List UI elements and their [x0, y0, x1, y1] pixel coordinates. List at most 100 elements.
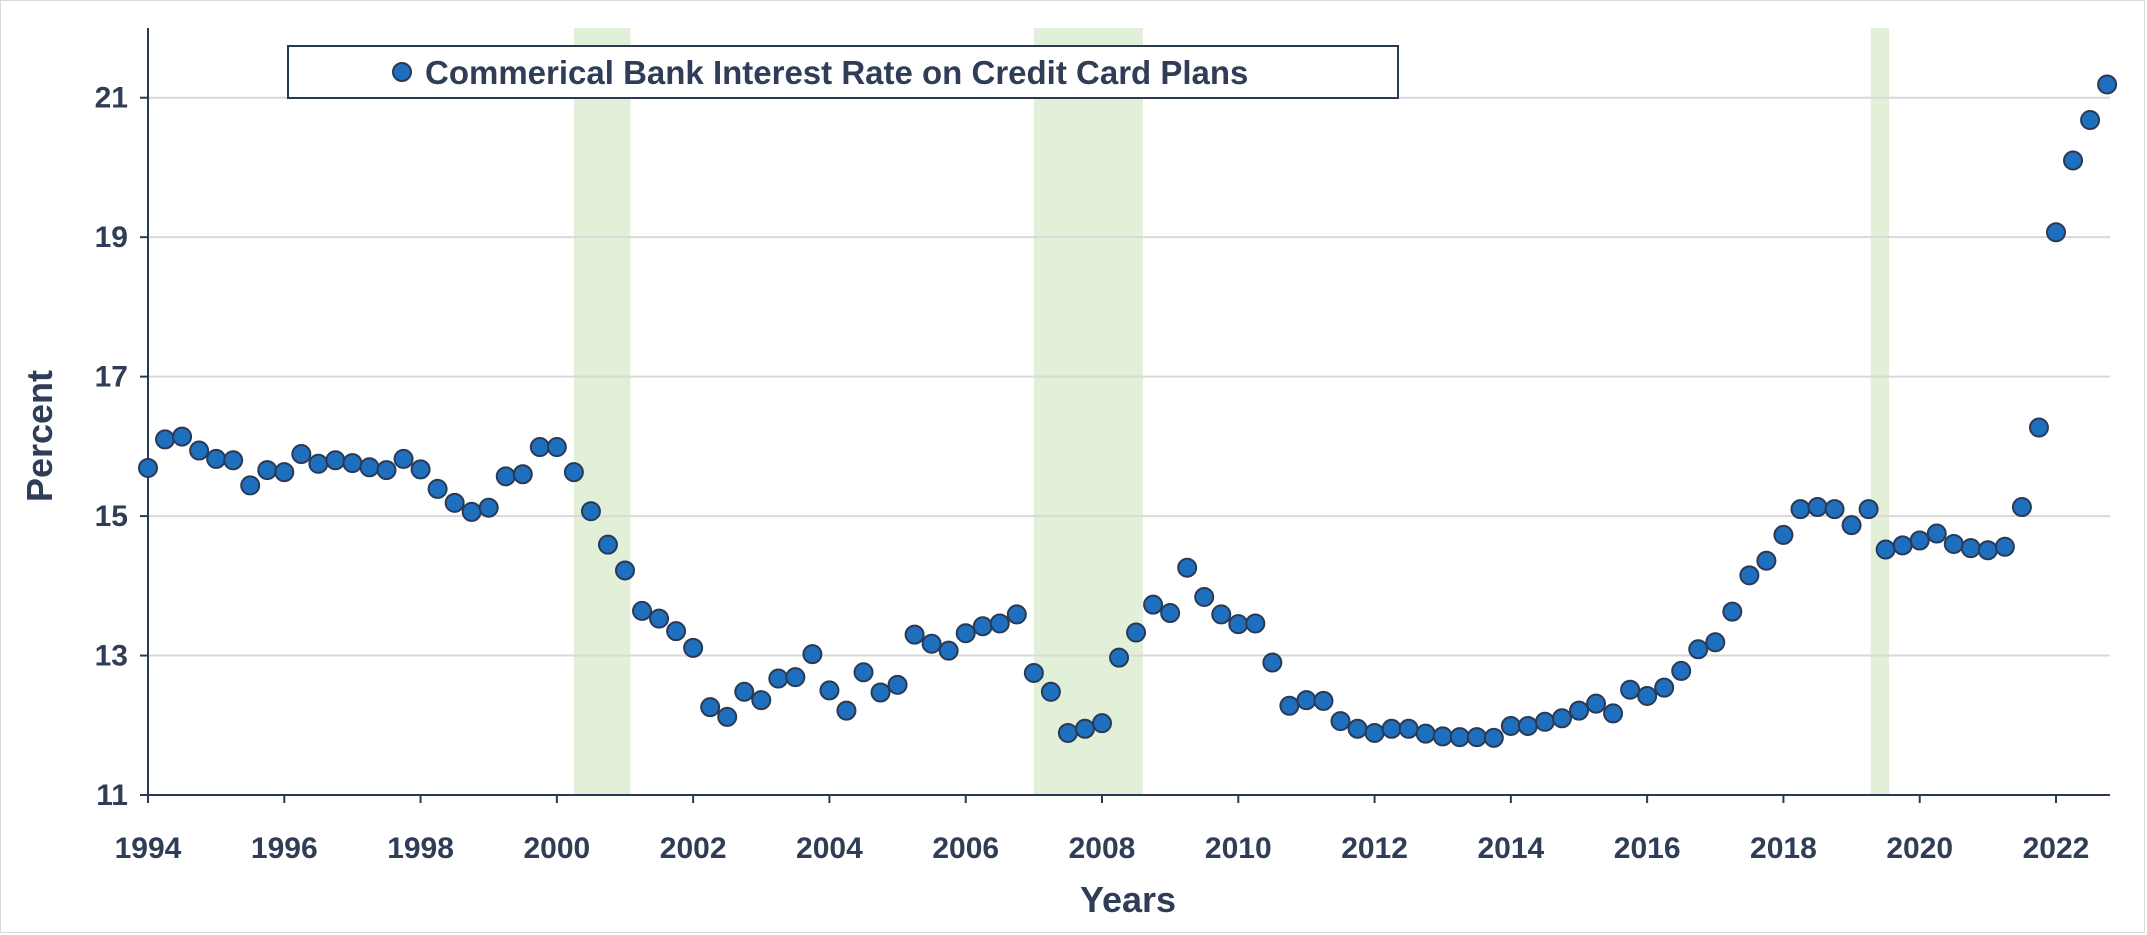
data-point	[410, 459, 431, 480]
data-point	[393, 448, 414, 469]
data-point	[1466, 727, 1487, 748]
x-tick-label: 2018	[1750, 832, 1817, 865]
data-point	[1228, 614, 1249, 635]
x-tick-label: 2010	[1205, 832, 1272, 865]
data-point	[955, 623, 976, 644]
data-point	[700, 697, 721, 718]
data-point	[1517, 715, 1538, 736]
x-tick-label: 2002	[660, 832, 727, 865]
data-point	[1603, 703, 1624, 724]
data-point	[342, 453, 363, 474]
data-point	[1160, 603, 1181, 624]
data-point	[1909, 530, 1930, 551]
data-point	[359, 457, 380, 478]
data-point	[274, 462, 295, 483]
data-point	[1211, 604, 1232, 625]
data-point	[1006, 604, 1027, 625]
data-point	[461, 501, 482, 522]
x-tick-label: 2012	[1341, 832, 1408, 865]
x-axis-title: Years	[1080, 879, 1176, 920]
data-point	[1722, 601, 1743, 622]
y-tick-label: 19	[95, 221, 128, 254]
data-point	[1398, 718, 1419, 739]
data-points	[138, 74, 2118, 748]
data-point	[836, 700, 857, 721]
x-tick-label: 2004	[796, 832, 863, 865]
data-point	[512, 464, 533, 485]
data-point	[1449, 727, 1470, 748]
data-point	[206, 448, 227, 469]
data-point	[1705, 632, 1726, 653]
data-point	[972, 616, 993, 637]
y-tick-label: 17	[95, 361, 128, 394]
data-point	[887, 674, 908, 695]
data-point	[870, 682, 891, 703]
data-point	[1807, 497, 1828, 518]
data-point	[1432, 726, 1453, 747]
recession-band-1	[1033, 28, 1143, 795]
data-point	[1551, 708, 1572, 729]
data-point	[2080, 110, 2101, 131]
data-point	[1960, 538, 1981, 559]
x-tick-label: 1996	[251, 832, 318, 865]
x-tick-label: 2020	[1886, 832, 1953, 865]
data-point	[1330, 711, 1351, 732]
data-point	[223, 450, 244, 471]
x-tick-label: 2006	[932, 832, 999, 865]
data-point	[495, 466, 516, 487]
x-tick-label: 2008	[1069, 832, 1136, 865]
data-point	[1790, 499, 1811, 520]
data-point	[529, 437, 550, 458]
legend-box	[287, 45, 1399, 99]
data-point	[717, 706, 738, 727]
data-point	[632, 600, 653, 621]
data-point	[138, 457, 158, 478]
data-point	[1074, 718, 1095, 739]
data-point	[376, 460, 397, 481]
legend-marker	[392, 62, 412, 82]
data-point	[1892, 535, 1913, 556]
data-point	[1023, 662, 1044, 683]
y-tick-label: 15	[95, 500, 128, 533]
data-point	[291, 444, 312, 465]
y-tick-label: 21	[95, 82, 128, 115]
data-point	[308, 453, 329, 474]
data-point	[240, 475, 261, 496]
data-point	[785, 667, 806, 688]
y-tick-labels: 11 13 15 17 19 21	[95, 82, 128, 812]
x-tick-labels: 1994 1996 1998 2000 2002 2004 2006 2008 2010 2012…	[115, 832, 2090, 865]
data-point	[921, 633, 942, 654]
data-point	[1586, 693, 1607, 714]
data-point	[1858, 499, 1879, 520]
data-point	[1654, 677, 1675, 698]
data-point	[734, 681, 755, 702]
data-point	[1534, 711, 1555, 732]
data-point	[1926, 523, 1947, 544]
data-point	[751, 690, 772, 711]
data-point	[1092, 713, 1112, 734]
y-tick-label: 13	[95, 640, 128, 673]
data-point	[1977, 540, 1998, 561]
x-tick-label: 2016	[1614, 832, 1681, 865]
data-point	[1756, 550, 1777, 571]
data-point	[989, 613, 1010, 634]
data-point	[325, 450, 346, 471]
data-point	[853, 662, 874, 683]
data-point	[546, 437, 567, 458]
data-point	[257, 460, 278, 481]
data-point	[1773, 524, 1794, 545]
data-point	[2028, 417, 2049, 438]
data-point	[904, 624, 925, 645]
x-tick-label: 2022	[2023, 832, 2090, 865]
data-point	[683, 637, 704, 658]
recession-band-0	[573, 28, 631, 795]
data-point	[1126, 622, 1147, 643]
data-point	[444, 492, 465, 513]
data-point	[819, 680, 840, 701]
data-point	[649, 608, 670, 629]
data-point	[1296, 690, 1317, 711]
data-point	[1500, 715, 1521, 736]
data-point	[597, 534, 618, 555]
y-axis-title: Percent	[19, 370, 60, 502]
